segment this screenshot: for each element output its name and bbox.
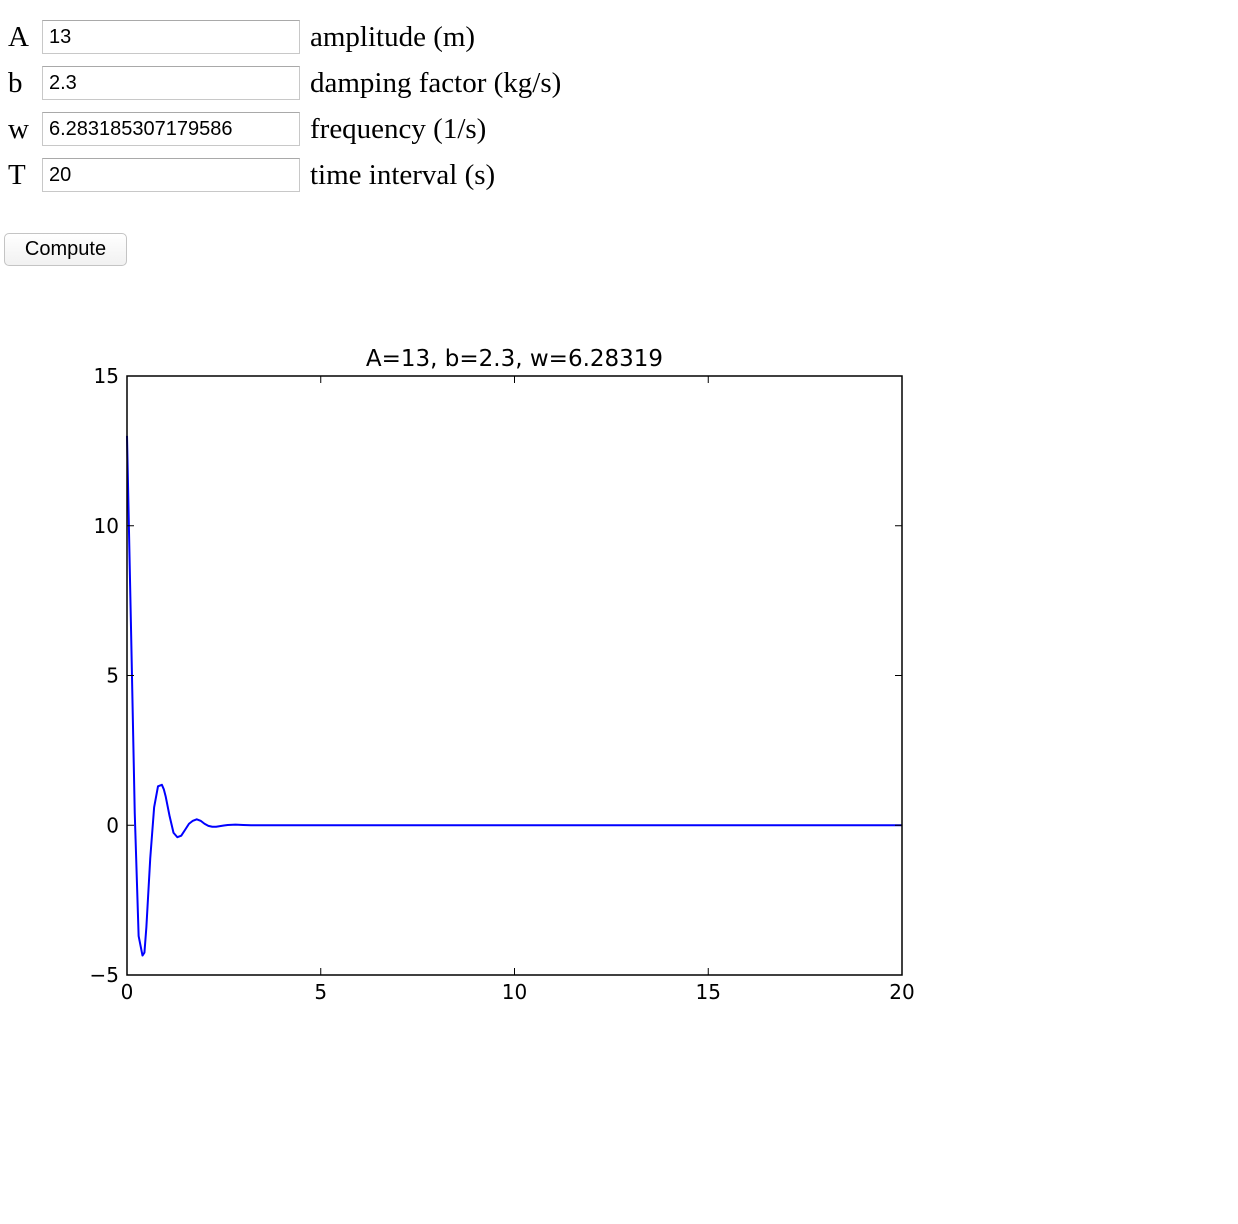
compute-button[interactable]: Compute xyxy=(4,233,127,266)
parameter-form: Aamplitude (m) b damping factor (kg/s) w fre… xyxy=(6,14,561,198)
param-input-cell xyxy=(42,60,300,106)
x-tick-label: 20 xyxy=(889,980,914,1004)
param-description: time interval (s) xyxy=(310,158,496,191)
param-input-T[interactable] xyxy=(42,158,300,192)
x-tick-label: 0 xyxy=(121,980,134,1004)
chart-title: A=13, b=2.3, w=6.28319 xyxy=(366,346,663,372)
param-input-A[interactable] xyxy=(42,20,300,54)
x-tick-label: 5 xyxy=(314,980,327,1004)
param-row: Aamplitude (m) xyxy=(6,14,561,60)
param-label: A xyxy=(8,20,29,53)
param-label: b xyxy=(8,66,23,99)
param-row: Ttime interval (s) xyxy=(6,152,561,198)
y-tick-label: −5 xyxy=(90,963,119,987)
plot-frame xyxy=(126,375,903,976)
x-tick-label: 10 xyxy=(502,980,527,1004)
param-input-cell xyxy=(42,14,300,60)
param-input-w[interactable] xyxy=(42,112,300,146)
y-tick-label: 10 xyxy=(94,514,119,538)
param-description: amplitude (m) xyxy=(310,20,476,53)
param-row: w frequency (1/s) xyxy=(6,106,561,152)
param-description: frequency (1/s) xyxy=(310,112,487,145)
param-label: w xyxy=(8,112,29,145)
series-line xyxy=(126,435,902,957)
y-tick-label: 0 xyxy=(106,813,119,837)
param-label: T xyxy=(8,158,26,191)
param-description: damping factor (kg/s) xyxy=(310,66,562,99)
y-tick-label: 5 xyxy=(106,664,119,688)
param-row: b damping factor (kg/s) xyxy=(6,60,561,106)
param-input-b[interactable] xyxy=(42,66,300,100)
param-input-cell xyxy=(42,152,300,198)
y-tick-label: 15 xyxy=(94,364,119,388)
x-tick-label: 15 xyxy=(696,980,721,1004)
param-input-cell xyxy=(42,106,300,152)
